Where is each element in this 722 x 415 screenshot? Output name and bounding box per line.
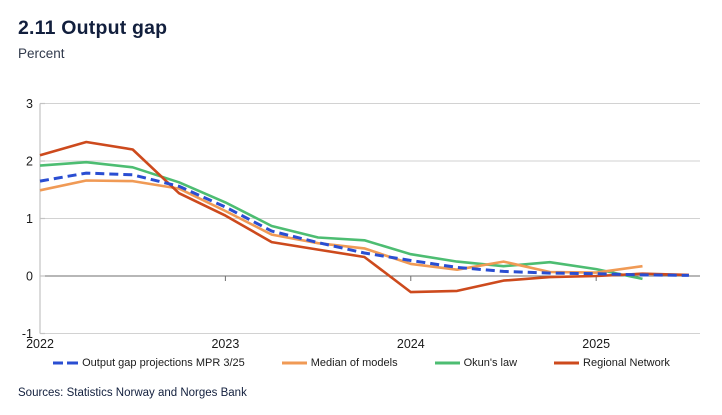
series-line-2 <box>39 160 643 281</box>
legend-label: Output gap projections MPR 3/25 <box>82 357 245 369</box>
x-tick-label: 2022 <box>26 337 54 351</box>
series-line-3 <box>39 140 689 294</box>
chart-subtitle: Percent <box>18 46 65 61</box>
legend-item-3: Regional Network <box>553 357 670 369</box>
sources-note: Sources: Statistics Norway and Norges Ba… <box>18 387 247 399</box>
y-tick-label: -1 <box>22 327 33 341</box>
legend-label: Median of models <box>310 357 398 369</box>
chart-axes <box>39 102 597 335</box>
y-tick-label: 1 <box>26 212 33 226</box>
chart-title: 2.11 Output gap <box>18 17 168 39</box>
y-tick-label: 0 <box>26 270 33 284</box>
chart-series-lines <box>39 140 689 294</box>
chart-legend: Output gap projections MPR 3/25 Median of… <box>0 357 722 369</box>
series-line-1 <box>39 179 643 274</box>
legend-swatch-icon <box>53 361 79 365</box>
y-tick-label: 3 <box>26 97 33 111</box>
legend-item-1: Median of models <box>281 357 398 369</box>
legend-swatch-icon <box>554 361 580 365</box>
output-gap-chart: -1 0 1 2 3 2022 2023 2024 2025 <box>22 97 700 351</box>
x-tick-label: 2023 <box>211 337 239 351</box>
chart-gridlines <box>40 103 700 334</box>
legend-item-0: Output gap projections MPR 3/25 <box>52 357 245 369</box>
legend-label: Okun's law <box>463 357 518 369</box>
legend-item-2: Okun's law <box>434 357 517 369</box>
x-tick-label: 2025 <box>582 337 610 351</box>
series-line-0 <box>39 171 689 277</box>
chart-axis-labels: -1 0 1 2 3 2022 2023 2024 2025 <box>22 97 610 351</box>
x-tick-label: 2024 <box>397 337 425 351</box>
legend-swatch-icon <box>434 361 460 365</box>
legend-swatch-icon <box>281 361 307 365</box>
y-tick-label: 2 <box>26 155 33 169</box>
legend-label: Regional Network <box>583 357 670 369</box>
